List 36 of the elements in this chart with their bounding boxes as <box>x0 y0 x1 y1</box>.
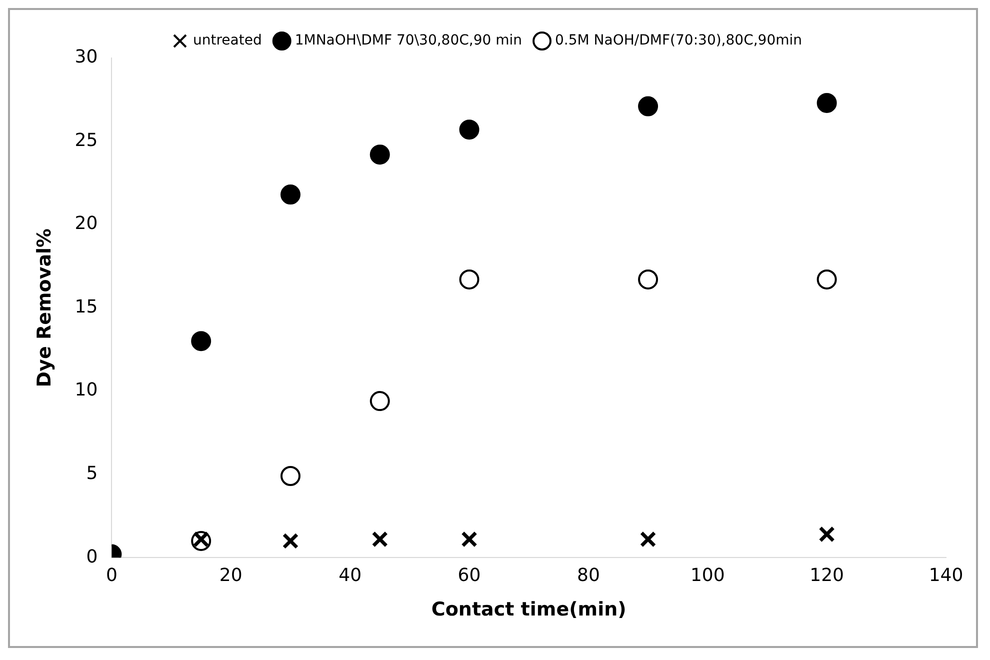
x-axis-title: Contact time(min) <box>431 598 626 621</box>
x-tick-label: 120 <box>810 565 844 586</box>
point <box>818 526 835 542</box>
x-tick-label: 60 <box>458 565 481 586</box>
x-tick-label: 20 <box>219 565 242 586</box>
y-tick-label: 5 <box>86 463 98 484</box>
x-tick-label: 80 <box>576 565 600 586</box>
y-tick-label: 30 <box>74 46 98 68</box>
y-axis-title: Dye Removal% <box>33 228 56 388</box>
point <box>372 531 388 548</box>
y-tick-label: 25 <box>74 130 98 151</box>
x-tick-label: 100 <box>690 565 725 586</box>
y-tick-label: 10 <box>74 380 98 401</box>
point <box>816 92 837 113</box>
point <box>459 120 480 140</box>
point <box>638 96 658 116</box>
x-tick-label: 140 <box>928 565 964 586</box>
point <box>191 331 212 352</box>
x-tick-label: 0 <box>106 565 118 586</box>
y-tick-label: 20 <box>74 213 98 234</box>
x-tick-label: 40 <box>338 565 362 586</box>
point <box>280 184 300 205</box>
point <box>638 269 658 290</box>
legend-label: 1MNaOH\DMF 70\30,80C,90 min <box>294 32 522 49</box>
legend-label: untreated <box>192 32 262 49</box>
y-tick-label: 0 <box>86 546 98 568</box>
point <box>282 532 299 550</box>
point <box>640 531 656 548</box>
point <box>370 391 390 412</box>
y-tick-label: 15 <box>74 296 98 318</box>
point <box>816 269 837 290</box>
point <box>459 269 480 290</box>
point <box>370 144 390 165</box>
legend-label: 0.5M NaOH/DMF(70:30),80C,90min <box>555 32 802 49</box>
point <box>280 466 300 486</box>
point <box>461 531 478 548</box>
